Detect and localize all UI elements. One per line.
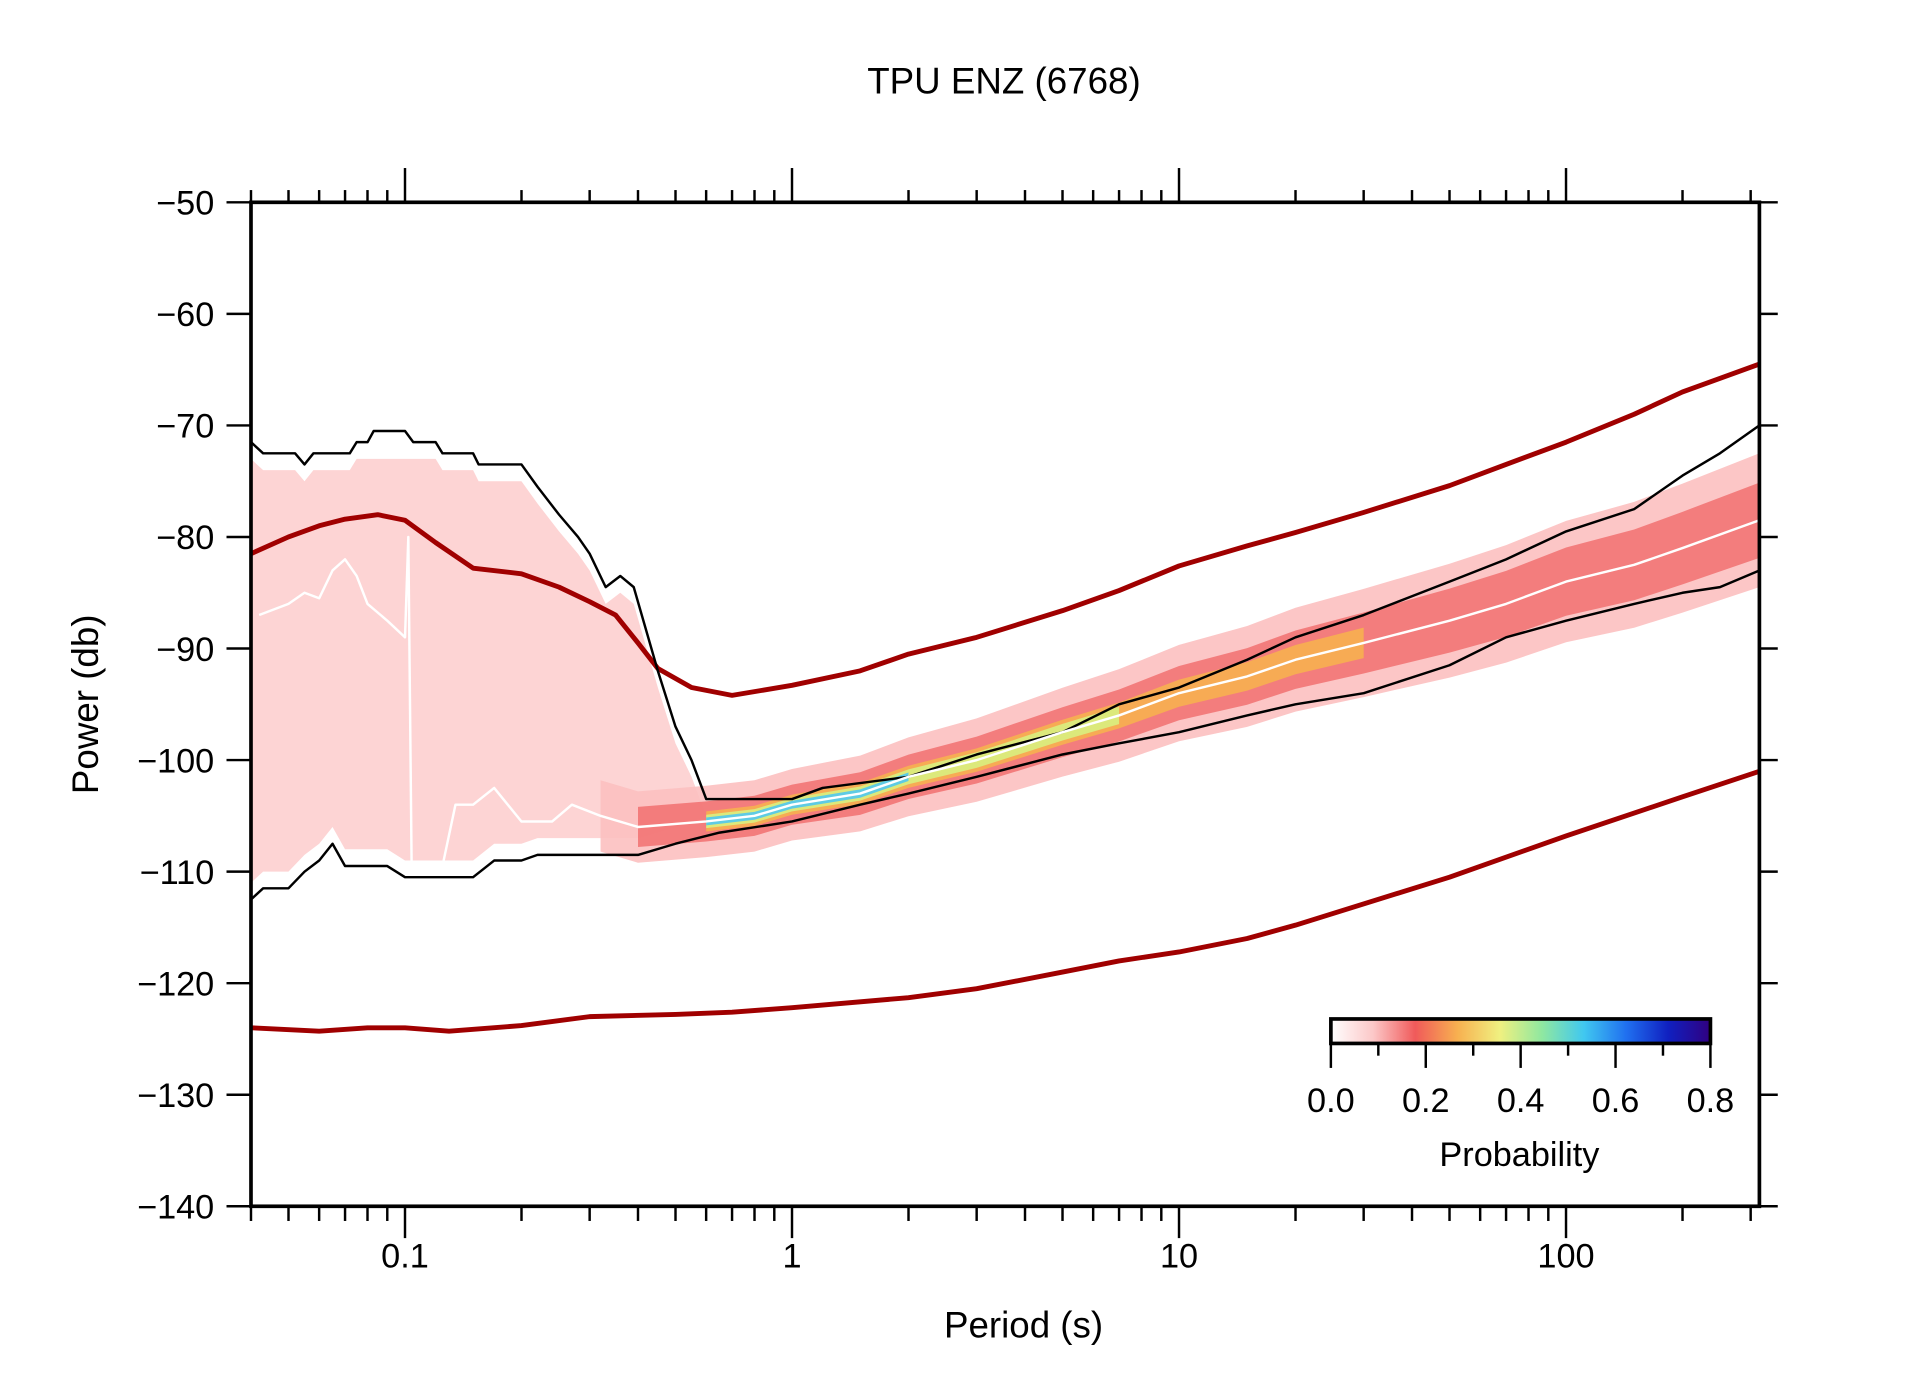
colorbar-tick-label: 0.0 — [1307, 1082, 1355, 1120]
plot-frame — [249, 200, 1762, 1209]
y-tick-label: −140 — [137, 1189, 214, 1227]
series-NHNM — [249, 361, 1761, 698]
colorbar-label: Probability — [1439, 1136, 1600, 1174]
y-tick-label: −130 — [137, 1077, 214, 1115]
y-tick-label: −90 — [156, 631, 214, 669]
axes: −50 −60 −70 −80 −90 −100 −110 −120 −130 −140 0.1 1 1… — [137, 168, 1778, 1276]
pdf-band-peak — [706, 772, 909, 826]
y-tick-label: −60 — [156, 296, 214, 334]
x-tick-label: 100 — [1537, 1238, 1594, 1276]
colorbar-tick-label: 0.8 — [1687, 1082, 1735, 1120]
series-percentile-upper — [250, 424, 1761, 801]
x-tick-label: 10 — [1160, 1238, 1198, 1276]
series-percentile-lower — [250, 569, 1760, 901]
pdf-band-core — [706, 706, 1120, 829]
chart-title: TPU ENZ (6768) — [867, 60, 1140, 101]
x-tick-label: 0.1 — [381, 1238, 429, 1276]
pdf-heatmap — [250, 453, 1760, 883]
pdf-band-mid — [638, 482, 1760, 848]
series-lines — [249, 361, 1761, 1034]
y-tick-label: −100 — [137, 742, 214, 780]
y-tick-label: −110 — [140, 854, 215, 892]
series-mode — [258, 519, 1760, 868]
colorbar: 0.0 0.2 0.4 0.6 0.8 — [1307, 1017, 1735, 1120]
pdf-low-probability-region — [250, 458, 707, 883]
series-NLNM — [250, 768, 1761, 1034]
y-tick-label: −80 — [156, 519, 214, 557]
y-tick-label: −120 — [137, 965, 214, 1003]
pdf-band-outer — [600, 453, 1760, 863]
x-axis-label: Period (s) — [944, 1304, 1103, 1345]
y-tick-label: −70 — [156, 408, 214, 446]
y-axis-label: Power (db) — [65, 615, 106, 795]
colorbar-tick-label: 0.6 — [1592, 1082, 1640, 1120]
colorbar-tick-label: 0.4 — [1497, 1082, 1545, 1120]
y-tick-label: −50 — [156, 185, 214, 223]
colorbar-tick-label: 0.2 — [1402, 1082, 1450, 1120]
x-tick-label: 1 — [782, 1238, 801, 1276]
colorbar-gradient — [1329, 1017, 1713, 1046]
